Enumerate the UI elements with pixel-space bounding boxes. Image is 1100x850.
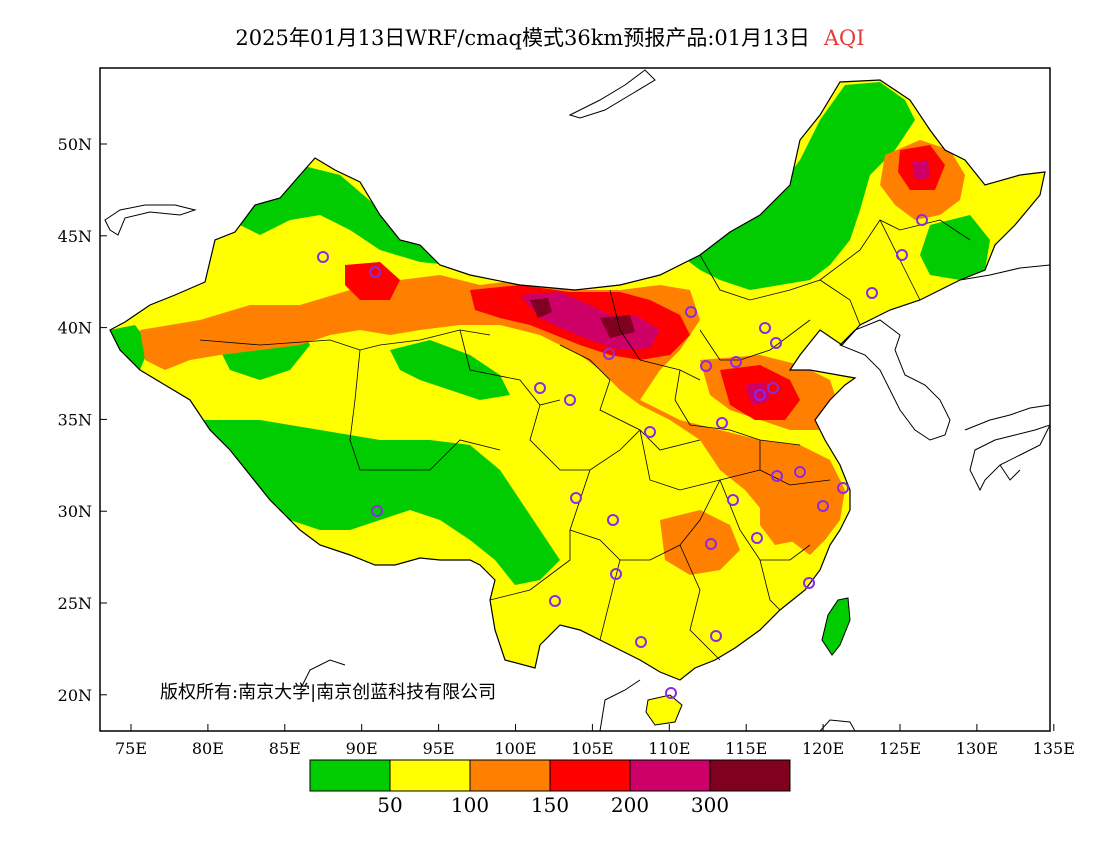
aqi-maroon-spot-1 — [530, 298, 552, 318]
lat-tick-label: 45N — [58, 227, 92, 246]
aqi-green-dzungaria — [240, 165, 450, 265]
color-bar-swatch — [309, 759, 391, 792]
lon-tick-label: 135E — [1033, 739, 1075, 758]
plot-frame — [99, 67, 1051, 732]
color-bar-label: 100 — [451, 793, 489, 817]
circle-marker-icon — [716, 417, 728, 429]
circle-marker-icon — [730, 356, 742, 368]
color-bar-swatch — [549, 759, 631, 792]
lon-tick-label: 80E — [192, 739, 224, 758]
circle-marker-icon — [685, 306, 697, 318]
circle-marker-icon — [610, 568, 622, 580]
lon-tick-label: 120E — [802, 739, 844, 758]
china-border — [109, 79, 1046, 681]
station-markers — [317, 214, 928, 699]
neighbor-coastlines — [104, 69, 1050, 731]
circle-marker-icon — [700, 360, 712, 372]
circle-marker-icon — [564, 394, 576, 406]
aqi-green-tibet — [200, 420, 560, 585]
circle-marker-icon — [371, 505, 383, 517]
circle-marker-icon — [759, 322, 771, 334]
circle-marker-icon — [771, 470, 783, 482]
lat-tick-label: 25N — [58, 594, 92, 613]
longitude-ticks: 75E 80E 85E 90E 95E 100E 105E 110E 115E 120E 125E 1… — [115, 724, 1075, 758]
lon-tick-label: 115E — [725, 739, 767, 758]
circle-marker-icon — [644, 426, 656, 438]
circle-marker-icon — [754, 389, 766, 401]
color-bar-swatch — [629, 759, 711, 792]
aqi-green-qinghai — [390, 340, 510, 400]
color-bar-swatch — [709, 759, 791, 792]
copyright-text: 版权所有:南京大学|南京创蓝科技有限公司 — [160, 682, 496, 703]
circle-marker-icon — [607, 514, 619, 526]
lon-tick-label: 85E — [269, 739, 301, 758]
latitude-ticks: 50N 45N 40N 35N 30N 25N 20N — [58, 135, 107, 705]
color-bar-label: 300 — [691, 793, 729, 817]
lon-tick-label: 75E — [115, 739, 147, 758]
aqi-orange-central — [660, 510, 740, 575]
circle-marker-icon — [916, 214, 928, 226]
aqi-red-xinjiang — [345, 262, 400, 300]
lon-tick-label: 105E — [571, 739, 613, 758]
aqi-green-inner-mongolia — [680, 82, 915, 290]
hainan-island — [645, 694, 683, 726]
circle-marker-icon — [896, 249, 908, 261]
circle-marker-icon — [369, 266, 381, 278]
circle-marker-icon — [710, 630, 722, 642]
color-bar-label: 150 — [531, 793, 569, 817]
circle-marker-icon — [727, 494, 739, 506]
circle-marker-icon — [817, 500, 829, 512]
circle-marker-icon — [803, 577, 815, 589]
aqi-maroon-spot-2 — [600, 315, 635, 338]
circle-marker-icon — [770, 337, 782, 349]
color-bar-swatch — [389, 759, 471, 792]
aqi-orange-jiangxi — [760, 490, 810, 545]
taiwan-island — [821, 597, 851, 656]
lon-tick-label: 130E — [956, 739, 998, 758]
color-bar-label: 200 — [611, 793, 649, 817]
color-bar-label: 50 — [377, 793, 402, 817]
lon-tick-label: 95E — [423, 739, 455, 758]
circle-marker-icon — [837, 482, 849, 494]
circle-marker-icon — [549, 595, 561, 607]
circle-marker-icon — [665, 687, 677, 699]
circle-marker-icon — [767, 382, 779, 394]
map-body: 版权所有:南京大学|南京创蓝科技有限公司 — [104, 69, 1050, 731]
lon-tick-label: 110E — [648, 739, 690, 758]
aqi-purple-core — [520, 292, 660, 350]
circle-marker-icon — [534, 382, 546, 394]
circle-marker-icon — [603, 348, 615, 360]
aqi-purple-spot-4 — [912, 160, 930, 180]
circle-marker-icon — [866, 287, 878, 299]
color-bar: 50 100 150 200 300 — [309, 759, 791, 817]
circle-marker-icon — [570, 492, 582, 504]
lat-tick-label: 35N — [58, 410, 92, 429]
lat-tick-label: 30N — [58, 502, 92, 521]
aqi-green-west — [110, 325, 150, 370]
lat-tick-label: 50N — [58, 135, 92, 154]
title-variable: AQI — [823, 26, 865, 50]
circle-marker-icon — [751, 532, 763, 544]
lon-tick-label: 90E — [346, 739, 378, 758]
circle-marker-icon — [794, 466, 806, 478]
aqi-green-jilin — [920, 215, 990, 280]
map-title: 2025年01月13日WRF/cmaq模式36km预报产品:01月13日 AQI — [0, 22, 1100, 52]
circle-marker-icon — [317, 251, 329, 263]
color-bar-swatch — [469, 759, 551, 792]
lon-tick-label: 125E — [879, 739, 921, 758]
lat-tick-label: 40N — [58, 319, 92, 338]
lon-tick-label: 100E — [494, 739, 536, 758]
circle-marker-icon — [705, 538, 717, 550]
lat-tick-label: 20N — [58, 686, 92, 705]
circle-marker-icon — [635, 636, 647, 648]
title-main: 2025年01月13日WRF/cmaq模式36km预报产品:01月13日 — [235, 26, 810, 50]
